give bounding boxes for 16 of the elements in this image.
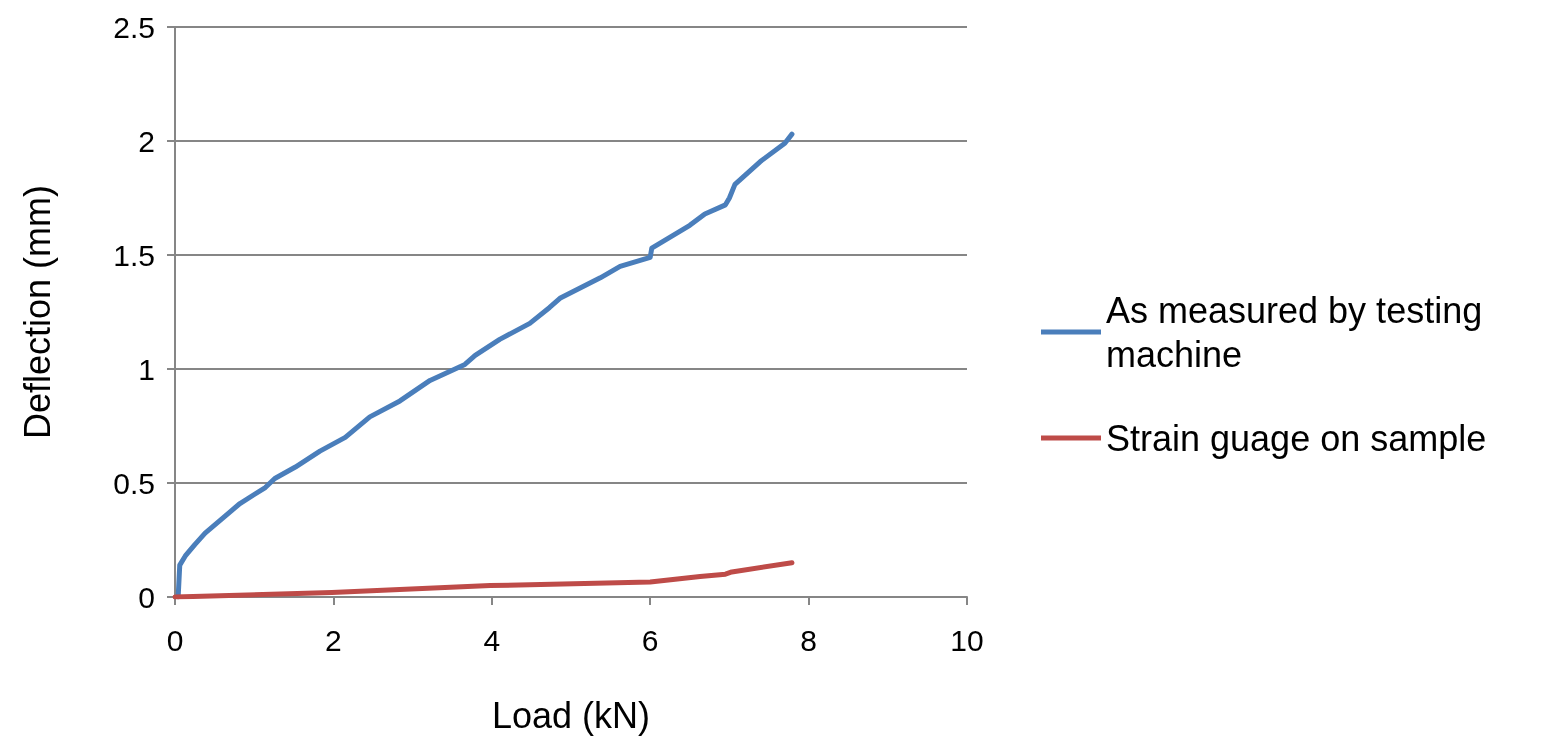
- legend-label: Strain guage on sample: [1106, 417, 1487, 459]
- x-tick-label: 8: [800, 623, 817, 657]
- y-tick-label: 0: [138, 580, 155, 614]
- y-tick-label: 1: [138, 352, 155, 386]
- y-tick-label: 1.5: [113, 238, 155, 272]
- x-axis-title: Load (kN): [491, 694, 651, 736]
- x-tick-label: 6: [641, 623, 659, 657]
- legend-label: As measured by testing machine: [1106, 289, 1493, 375]
- x-tick-label: 4: [483, 623, 501, 657]
- y-tick-label: 2.5: [113, 10, 155, 44]
- y-axis-title: Deflection (mm): [16, 184, 58, 440]
- y-tick-label: 0.5: [113, 466, 155, 500]
- y-tick-label: 2: [138, 124, 155, 158]
- x-tick-label: 0: [166, 623, 184, 657]
- x-tick-label: 2: [325, 623, 342, 657]
- x-tick-label: 10: [950, 623, 984, 657]
